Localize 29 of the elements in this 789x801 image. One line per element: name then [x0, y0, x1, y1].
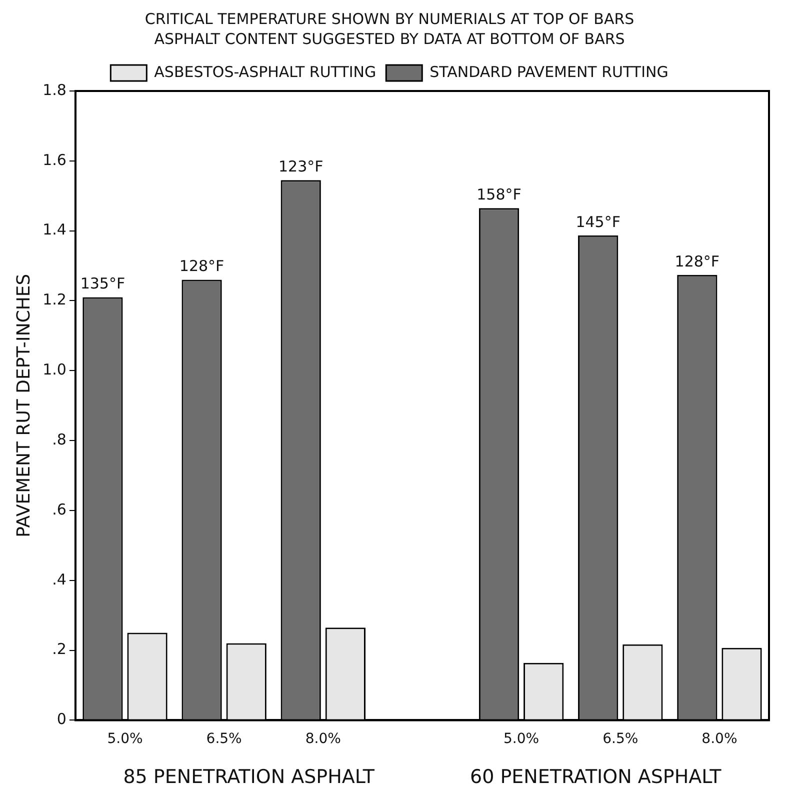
- annotation: 128°F: [674, 252, 720, 270]
- annotation: 135°F: [80, 274, 126, 293]
- x-tick-label: 8.0%: [702, 731, 738, 748]
- chart-subtitle: ASPHALT CONTENT SUGGESTED BY DATA AT BOTTOM OF BARS: [154, 30, 625, 48]
- y-tick-label: 1.8: [42, 80, 66, 99]
- y-tick-label: 0: [56, 710, 66, 728]
- legend-label: STANDARD PAVEMENT RUTTING: [430, 62, 668, 81]
- y-axis-title: PAVEMENT RUT DEPT-INCHES: [13, 274, 34, 538]
- y-tick-label: .4: [52, 570, 66, 588]
- chart-title: CRITICAL TEMPERATURE SHOWN BY NUMERIALS AT TOP OF BARS: [144, 10, 634, 28]
- text: 85 PENETRATION ASPHALT: [123, 766, 375, 788]
- text: 60 PENETRATION ASPHALT: [470, 766, 722, 788]
- annotation: 123°F: [278, 158, 324, 176]
- y-tick-label: .2: [52, 640, 66, 658]
- annotation: 128°F: [179, 257, 224, 276]
- y-tick-label: .6: [52, 500, 66, 518]
- annotation: 145°F: [576, 212, 620, 231]
- x-tick-label: 5.0%: [504, 731, 540, 748]
- x-tick-label: 6.5%: [602, 731, 638, 748]
- legend-label: ASBESTOS-ASPHALT RUTTING: [154, 62, 376, 81]
- x-tick-label: 5.0%: [107, 731, 143, 748]
- annotation: 158°F: [476, 185, 522, 204]
- y-tick-label: 1.2: [42, 290, 66, 309]
- y-tick-label: 1.6: [42, 150, 66, 169]
- x-tick-label: 8.0%: [305, 731, 341, 748]
- y-tick-label: 1.0: [42, 360, 66, 379]
- x-tick-label: 6.5%: [206, 731, 242, 748]
- y-tick-label: .8: [52, 430, 66, 448]
- y-tick-label: 1.4: [42, 220, 66, 239]
